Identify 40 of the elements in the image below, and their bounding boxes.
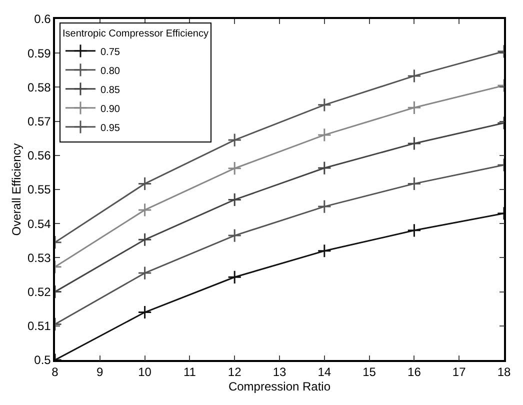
y-tick-label: 0.6: [34, 12, 52, 26]
y-tick-label: 0.51: [27, 319, 52, 334]
x-tick-label: 18: [497, 365, 511, 380]
x-tick-label: 15: [362, 365, 376, 380]
point: [228, 270, 242, 284]
point: [317, 200, 332, 214]
y-tick-label: 0.55: [27, 182, 52, 197]
y-tick-label: 0.5: [34, 353, 52, 368]
x-tick-label: 13: [272, 365, 286, 380]
point: [317, 98, 332, 112]
point: [228, 161, 242, 176]
point: [317, 128, 332, 142]
y-tick-label: 0.54: [27, 216, 52, 231]
x-axis-title: Compression Ratio: [228, 380, 331, 394]
y-tick-label: 0.56: [27, 148, 52, 163]
legend-label: 0.75: [100, 46, 120, 58]
x-tick-label: 12: [228, 365, 242, 380]
legend-label: 0.80: [100, 66, 120, 77]
legend-label: 0.90: [100, 104, 120, 115]
x-tick-label: 10: [138, 365, 152, 380]
y-tick-label: 0.53: [27, 250, 52, 265]
y-axis-title: Overall Efficiency: [9, 143, 24, 236]
y-tick-label: 0.59: [27, 46, 52, 60]
x-tick-label: 8: [52, 365, 59, 380]
x-tick-label: 16: [408, 365, 422, 380]
x-tick-label: 17: [452, 365, 466, 380]
y-tick-label: 0.57: [27, 114, 52, 128]
point: [228, 228, 242, 243]
point: [228, 133, 242, 148]
y-tick-label: 0.52: [27, 285, 52, 299]
y-tick-label: 0.58: [27, 80, 52, 94]
legend-label: 0.95: [100, 122, 120, 134]
legend-title: Isentropic Compressor Efficiency: [62, 28, 208, 40]
point: [317, 244, 332, 258]
point: [228, 192, 242, 207]
x-tick-label: 9: [96, 365, 104, 380]
x-tick-label: 11: [183, 365, 196, 380]
legend-label: 0.85: [100, 84, 120, 96]
point: [317, 160, 332, 176]
x-tick-label: 14: [318, 365, 332, 380]
